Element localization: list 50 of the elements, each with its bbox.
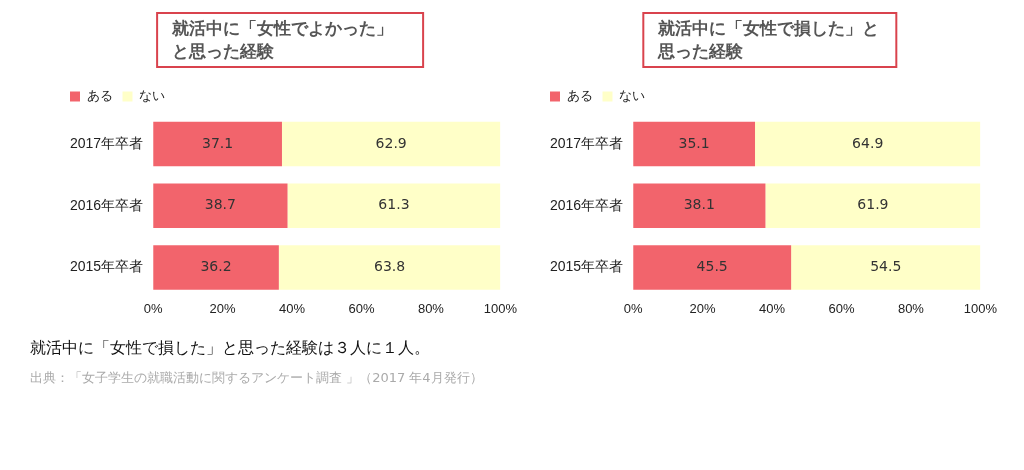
data-label: 37.1 — [201, 134, 234, 151]
bar — [755, 121, 981, 167]
data-label: 64.9 — [852, 134, 884, 151]
y-tick-label: 2017年卒者 — [69, 134, 144, 151]
data-label: 36.2 — [200, 258, 232, 275]
x-tick-label: 0% — [623, 300, 643, 316]
y-tick-label: 2015年卒者 — [69, 258, 144, 275]
x-tick-label: 0% — [143, 300, 163, 316]
legend-label: ない — [139, 88, 165, 104]
text: 就活中に「女性で損した」と思った経験は３人に１人。 — [30, 338, 431, 359]
data-label: 61.3 — [378, 196, 410, 213]
y-tick-label: 2017年卒者 — [549, 134, 624, 151]
x-tick-label: 100% — [483, 300, 518, 316]
data-label: 38.1 — [683, 196, 715, 213]
x-tick-label: 40% — [759, 300, 786, 316]
bar — [281, 121, 501, 167]
bar — [153, 245, 279, 290]
x-tick-label: 20% — [689, 300, 717, 316]
source-note: 出典：「女子学生の就職活動に関するアンケート調査 」（2017 年4月発行） — [30, 369, 484, 387]
y-tick-label: 2016年卒者 — [549, 196, 624, 213]
y-tick-label: 2015年卒者 — [549, 258, 624, 275]
x-tick-label: 20% — [209, 300, 237, 316]
x-tick-label: 80% — [897, 300, 925, 316]
bar — [153, 183, 288, 228]
x-tick-label: 60% — [828, 300, 855, 316]
bar — [791, 245, 981, 290]
x-tick-label: 80% — [417, 300, 445, 316]
bar — [633, 183, 766, 228]
bar — [765, 183, 981, 228]
chart-title: 就活中に「女性で損した」と思った経験 — [642, 12, 898, 68]
data-label: 54.5 — [870, 258, 902, 275]
bar — [633, 245, 792, 290]
data-label: 38.7 — [204, 196, 236, 213]
data-label: 63.8 — [374, 258, 406, 275]
bar — [153, 121, 282, 167]
bar — [633, 121, 756, 167]
x-tick-label: 60% — [348, 300, 375, 316]
x-tick-label: 100% — [963, 300, 998, 316]
x-tick-label: 40% — [279, 300, 306, 316]
data-label: 61.9 — [857, 196, 889, 213]
y-tick-label: 2016年卒者 — [69, 196, 144, 213]
legend-label: ない — [619, 88, 645, 104]
data-label: 35.1 — [678, 134, 710, 151]
chart-title: 就活中に「女性でよかった」と思った経験 — [156, 12, 424, 68]
bar — [278, 245, 501, 290]
bar — [287, 183, 501, 228]
data-label: 45.5 — [696, 258, 728, 275]
legend-label: ある — [566, 88, 593, 104]
legend-label: ある — [86, 88, 113, 104]
data-label: 62.9 — [375, 134, 407, 151]
